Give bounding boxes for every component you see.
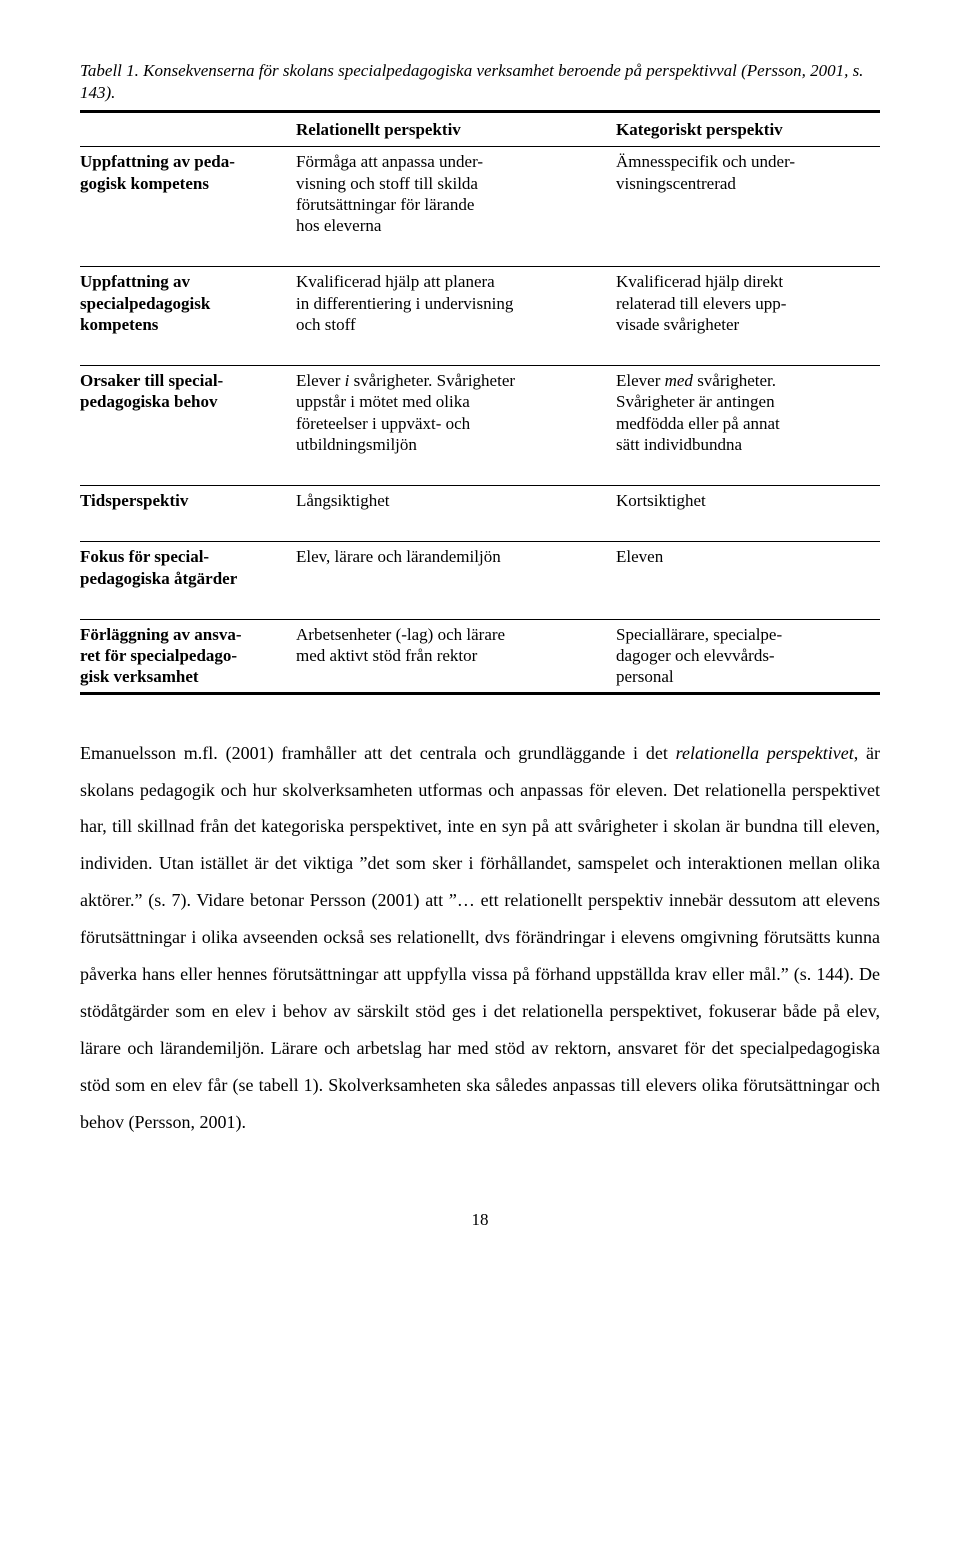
- table-row: Förläggning av ansva-ret för specialpeda…: [80, 619, 880, 693]
- row-kat: Kortsiktighet: [616, 486, 880, 516]
- row-kat: Elever med svårigheter.Svårigheter är an…: [616, 366, 880, 460]
- row-rel: Arbetsenheter (-lag) och läraremed aktiv…: [296, 619, 616, 693]
- row-kat: Kvalificerad hjälp direktrelaterad till …: [616, 267, 880, 339]
- table-caption: Tabell 1. Konsekvenserna för skolans spe…: [80, 60, 880, 104]
- row-rel: Kvalificerad hjälp att planerain differe…: [296, 267, 616, 339]
- row-rel: Långsiktighet: [296, 486, 616, 516]
- row-kat: Eleven: [616, 542, 880, 593]
- row-label: Uppfattning av peda-gogisk kompetens: [80, 147, 296, 241]
- row-label: Uppfattning avspecialpedagogiskkompetens: [80, 267, 296, 339]
- row-kat: Speciallärare, specialpe-dagoger och ele…: [616, 619, 880, 693]
- perspective-table: Relationellt perspektiv Kategoriskt pers…: [80, 110, 880, 695]
- row-label: Förläggning av ansva-ret för specialpeda…: [80, 619, 296, 693]
- row-rel: Förmåga att anpassa under-visning och st…: [296, 147, 616, 241]
- col-header-categorical: Kategoriskt perspektiv: [616, 112, 880, 147]
- row-kat: Ämnesspecifik och under-visningscentrera…: [616, 147, 880, 241]
- row-label: Orsaker till special-pedagogiska behov: [80, 366, 296, 460]
- row-label: Tidsperspektiv: [80, 486, 296, 516]
- row-label: Fokus för special-pedagogiska åtgärder: [80, 542, 296, 593]
- table-row: Tidsperspektiv Långsiktighet Kortsiktigh…: [80, 486, 880, 516]
- table-row: Orsaker till special-pedagogiska behov E…: [80, 366, 880, 460]
- col-header-relational: Relationellt perspektiv: [296, 112, 616, 147]
- table-row: Uppfattning avspecialpedagogiskkompetens…: [80, 267, 880, 339]
- row-rel: Elever i svårigheter. Svårigheteruppstår…: [296, 366, 616, 460]
- row-rel: Elev, lärare och lärandemiljön: [296, 542, 616, 593]
- table-row: Fokus för special-pedagogiska åtgärder E…: [80, 542, 880, 593]
- body-paragraph: Emanuelsson m.fl. (2001) framhåller att …: [80, 735, 880, 1141]
- table-row: Uppfattning av peda-gogisk kompetens För…: [80, 147, 880, 241]
- page-number: 18: [80, 1210, 880, 1230]
